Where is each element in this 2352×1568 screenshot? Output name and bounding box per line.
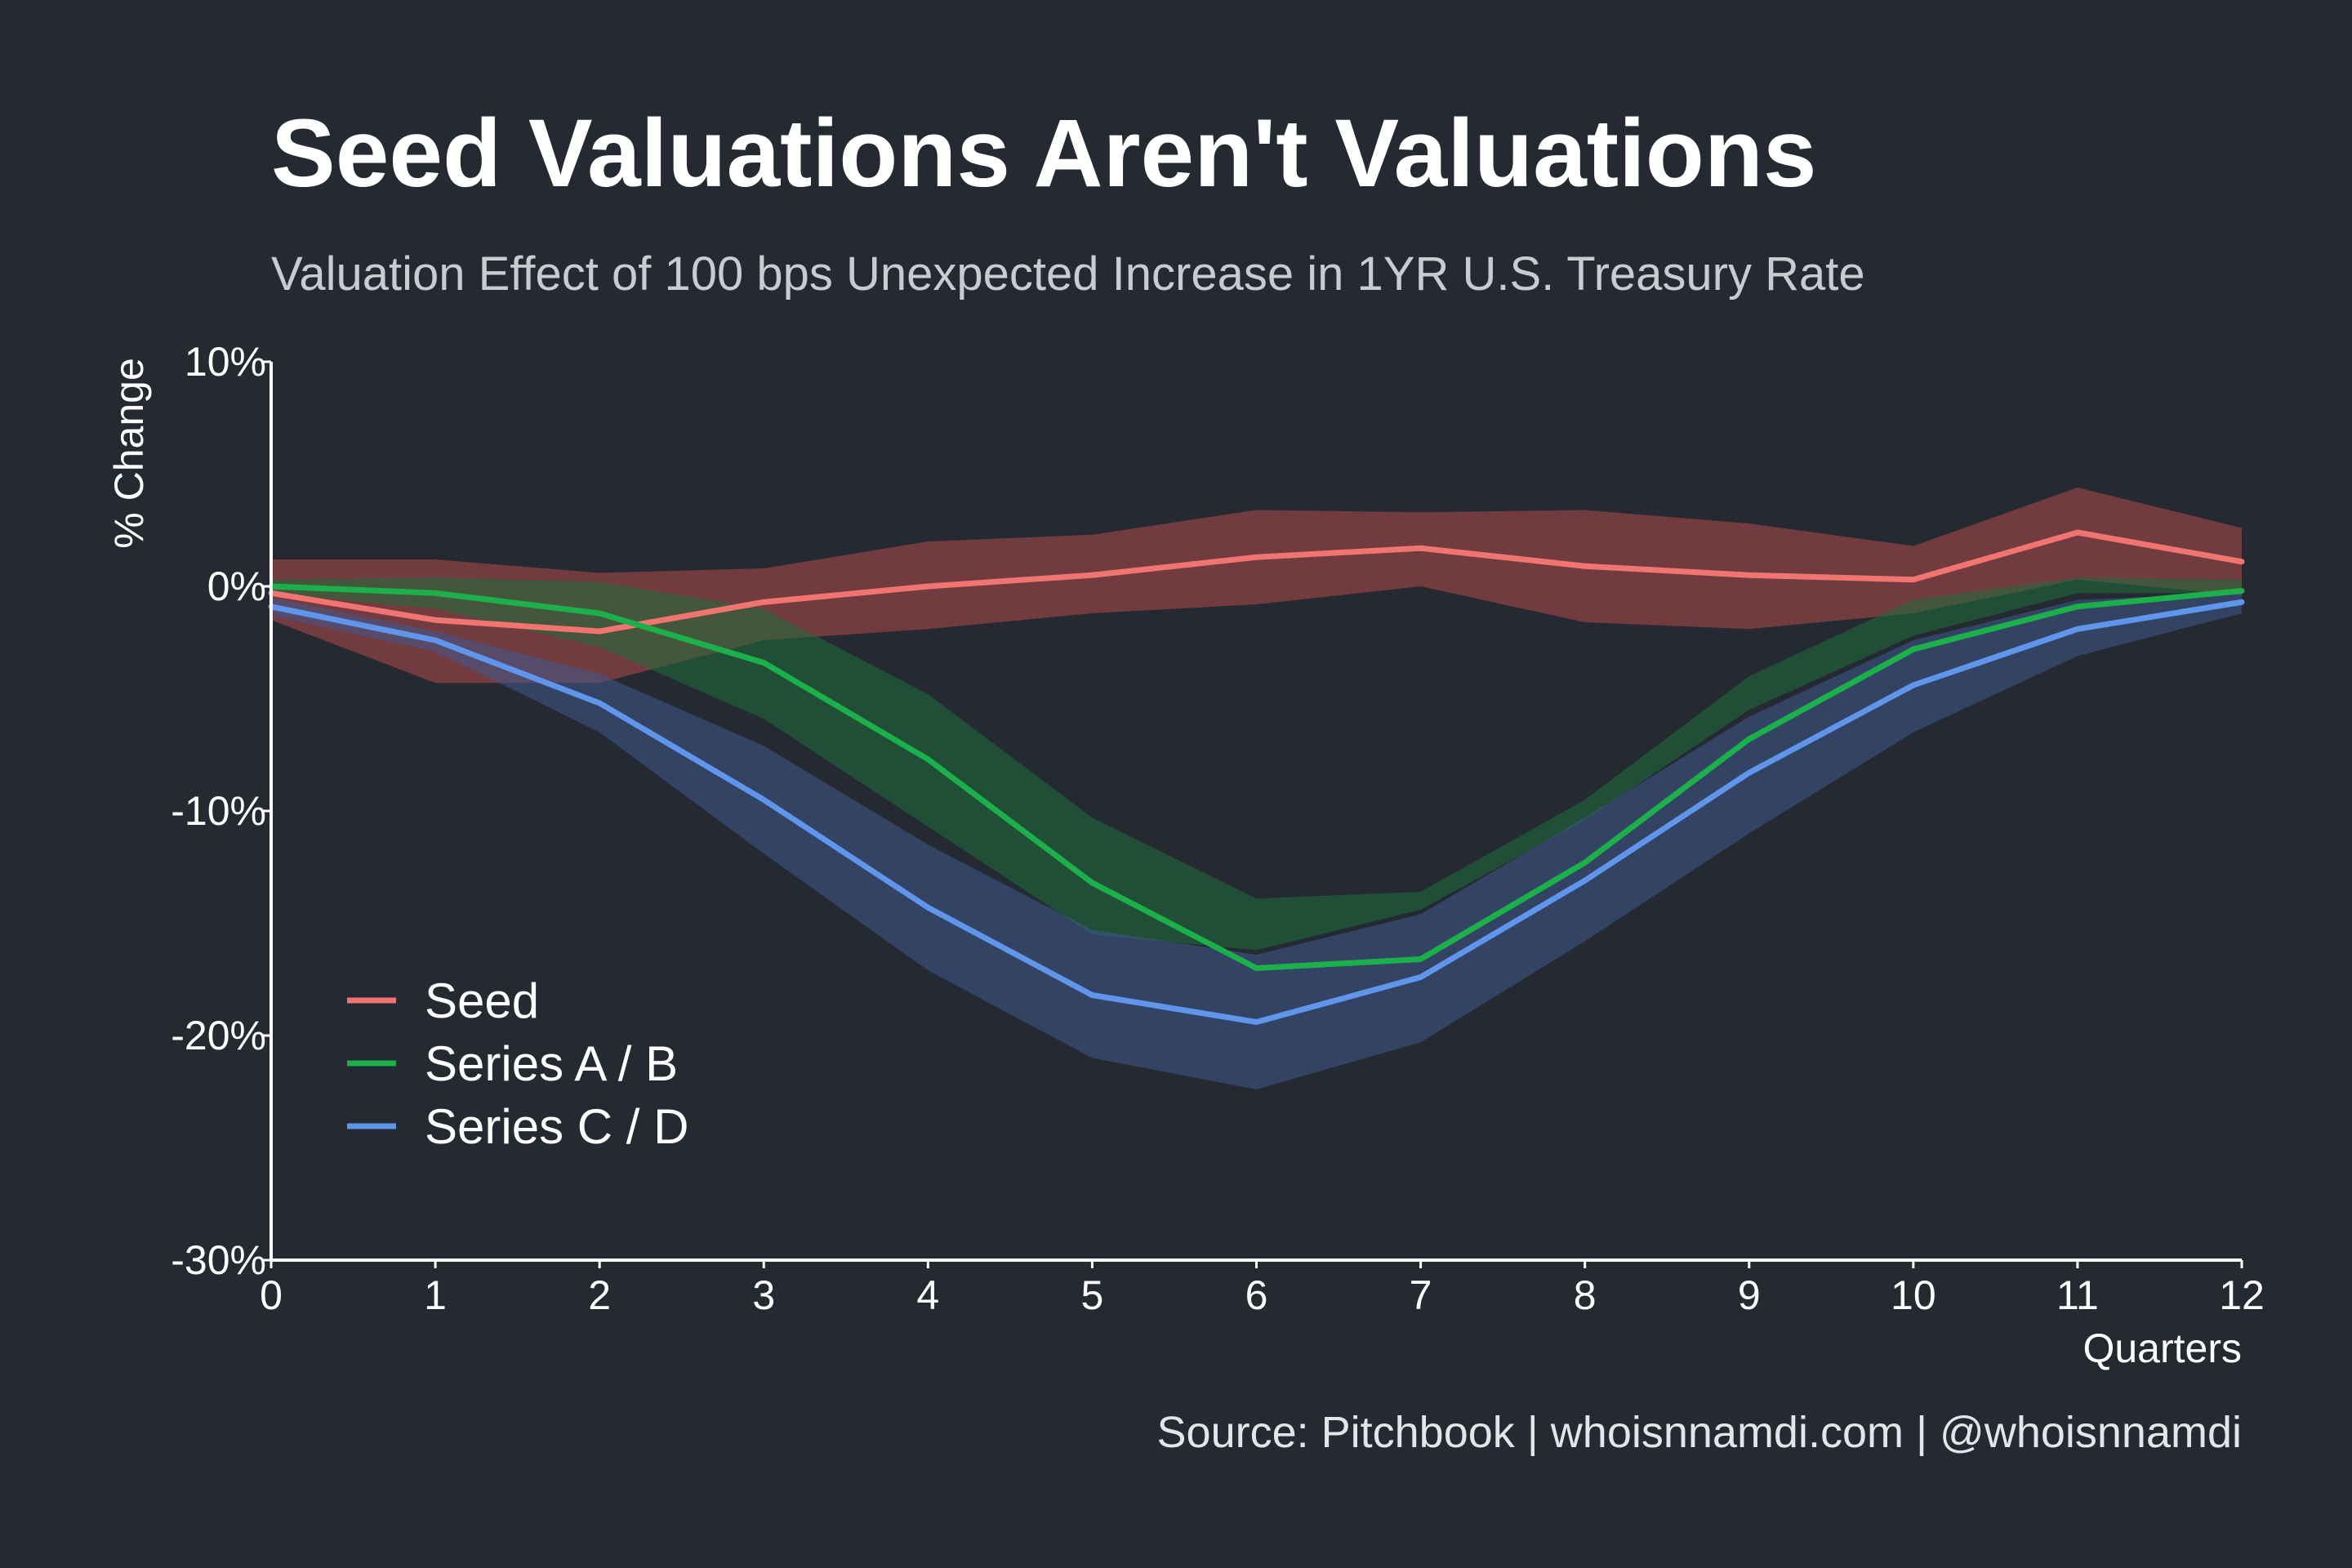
x-tick-label: 2: [588, 1272, 611, 1318]
band-series-c-d: [271, 593, 2242, 1089]
legend-label: Series C / D: [425, 1099, 688, 1154]
x-tick-label: 9: [1738, 1272, 1761, 1318]
legend-label: Seed: [425, 973, 539, 1028]
legend: Seed Series A / B Series C / D: [347, 973, 688, 1154]
x-axis-label: Quarters: [2082, 1325, 2242, 1371]
x-tick-label: 11: [2056, 1272, 2099, 1318]
chart-title: Seed Valuations Aren't Valuations: [271, 100, 1817, 207]
x-tick-label: 12: [2219, 1272, 2265, 1318]
source-note: Source: Pitchbook | whoisnnamdi.com | @w…: [1157, 1408, 2242, 1457]
line-series-c-d: [268, 599, 2245, 1025]
line-series-a-b: [268, 583, 2245, 971]
x-tick-label: 0: [260, 1272, 283, 1318]
y-tick-label: -10%: [171, 788, 266, 834]
series-lines: [268, 529, 2245, 1025]
y-tick-label: -30%: [171, 1237, 266, 1283]
y-tick-label: 0%: [207, 564, 266, 609]
x-tick-label: 6: [1245, 1272, 1268, 1318]
x-tick-label: 10: [1891, 1272, 1936, 1318]
y-tick-label: -20%: [171, 1013, 266, 1058]
x-tick-label: 4: [916, 1272, 939, 1318]
line-seed: [268, 529, 2245, 635]
x-tick-label: 8: [1574, 1272, 1597, 1318]
legend-label: Series A / B: [425, 1036, 678, 1091]
x-ticks: 0 1 2 3 4 5 6 7 8 9 10 11 12: [260, 1260, 2265, 1318]
chart-subtitle: Valuation Effect of 100 bps Unexpected I…: [271, 247, 1865, 301]
y-ticks: 10% 0% -10% -20% -30%: [171, 339, 271, 1283]
x-tick-label: 1: [424, 1272, 447, 1318]
y-tick-label: 10%: [185, 339, 266, 385]
x-tick-label: 7: [1410, 1272, 1432, 1318]
confidence-bands: [271, 488, 2242, 1089]
x-tick-label: 5: [1081, 1272, 1104, 1318]
band-series-a-b: [271, 577, 2242, 951]
x-tick-label: 3: [752, 1272, 775, 1318]
y-axis-label: % Change: [106, 358, 152, 549]
